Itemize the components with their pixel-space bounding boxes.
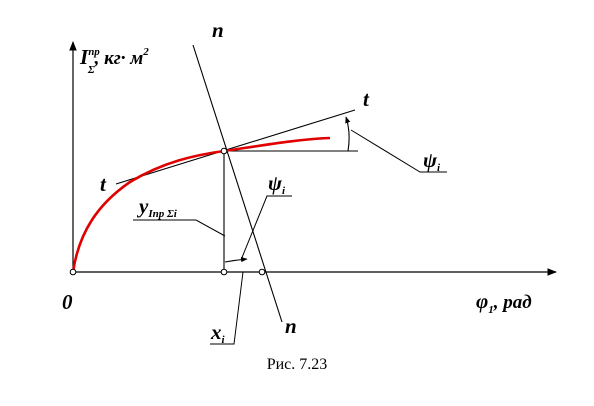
normal-intersection-point [258, 268, 266, 276]
origin-point [69, 268, 77, 276]
x-axis-label: φ1, рад [476, 289, 532, 316]
tangent-line [115, 109, 356, 185]
y-coordinate-label: yIпр Σi [136, 194, 178, 220]
psi-right-leader [350, 129, 447, 173]
y-axis-label: Iпр Σ, кг· м2 [79, 45, 149, 76]
x-label-leader [210, 271, 244, 345]
tangent-label-lower: t [100, 172, 107, 196]
psi-label-right: ψi [423, 148, 441, 174]
tangent-label-upper: t [363, 87, 370, 111]
psi-label-middle: ψi [268, 171, 286, 197]
inertia-curve [71, 136, 331, 273]
angle-arc-right [345, 116, 351, 152]
origin-label: 0 [62, 290, 73, 314]
psi-middle-leader [240, 195, 292, 261]
angle-arc-middle [224, 256, 248, 263]
y-label-leader [133, 219, 226, 237]
normal-label-upper: n [212, 18, 224, 42]
x-projection-point [220, 268, 228, 276]
figure-caption: Рис. 7.23 [266, 356, 328, 373]
x-coordinate-label: xi [210, 320, 226, 346]
normal-line [192, 44, 283, 323]
tangent-point [220, 147, 228, 155]
normal-label-lower: n [285, 314, 297, 338]
